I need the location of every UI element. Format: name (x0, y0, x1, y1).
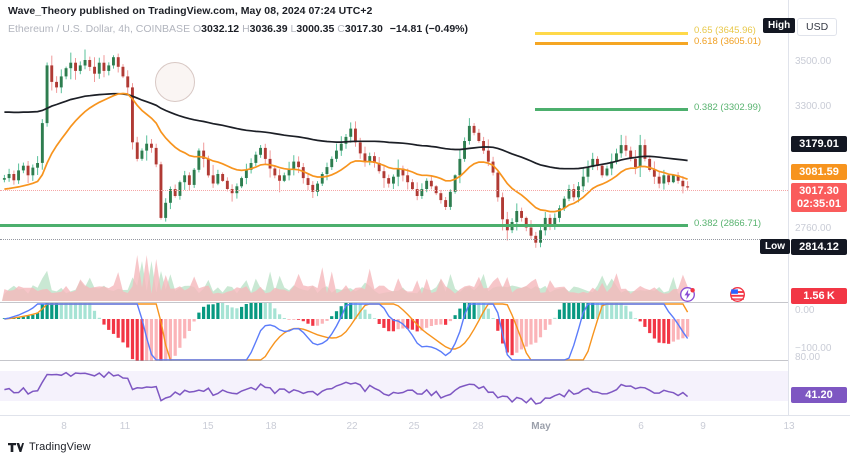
price-tick-5: 0.00 (795, 305, 815, 316)
fib-0618-line[interactable] (535, 42, 688, 45)
fib-065-line[interactable] (535, 32, 688, 35)
time-tick-6: 28 (472, 421, 484, 432)
fib-065-label: 0.65 (3645.96) (694, 25, 756, 36)
legend-open-label: O (193, 23, 202, 35)
macd-pane[interactable] (0, 303, 788, 361)
last-price-value: 3017.30 (799, 185, 839, 197)
legend-close-value: 3017.30 (344, 23, 383, 35)
time-axis[interactable]: 8 11 15 18 22 25 28 May 6 9 13 (0, 415, 850, 437)
macd-svg (2, 303, 690, 361)
last-price-badge: 3017.30 02:35:01 (791, 183, 847, 212)
low-tag: Low (760, 239, 790, 254)
volume-pane[interactable] (0, 255, 788, 303)
legend-low-value: 3000.35 (296, 23, 335, 35)
chart-legend: Ethereum / U.S. Dollar, 4h, COINBASE O30… (8, 22, 468, 36)
rsi-pane[interactable] (0, 361, 788, 415)
fib-0382-lower-label: 0.382 (2866.71) (694, 218, 762, 229)
tradingview-logo-icon (8, 442, 24, 452)
currency-selector[interactable]: USD (797, 18, 838, 36)
price-tick-0: 3500.00 (795, 56, 832, 67)
time-tick-1: 11 (119, 421, 131, 432)
fib-0382-lower-line[interactable] (0, 224, 688, 227)
fib-0618-label: 0.618 (3605.01) (694, 36, 762, 47)
price-tick-6: −100.00 (795, 343, 832, 354)
price-candles-svg (2, 49, 690, 248)
volume-pane-separator (0, 302, 788, 303)
legend-symbol[interactable]: Ethereum / U.S. Dollar, 4h, COINBASE (8, 23, 191, 35)
price-axis[interactable]: USD 3500.003300.002860.002760.002680.000… (788, 0, 850, 415)
time-tick-9: 9 (700, 421, 706, 432)
price-pane[interactable] (0, 16, 788, 255)
price-tick-7: 80.00 (795, 352, 821, 363)
price-tick-1: 3300.00 (795, 101, 832, 112)
time-tick-5: 25 (408, 421, 420, 432)
footer-branding: TradingView (8, 441, 91, 453)
macd-pane-separator (0, 360, 788, 361)
fib-0382-upper-label: 0.382 (3302.99) (694, 102, 762, 113)
rsi-value-badge: 41.20 (791, 387, 847, 403)
last-price-countdown: 02:35:01 (796, 197, 842, 210)
time-tick-7: May (531, 421, 551, 432)
tradingview-brand-text: TradingView (29, 441, 91, 453)
ma-orange-price-badge: 3081.59 (791, 164, 847, 180)
last-price-dotted-line (0, 190, 788, 191)
us-flag-badge-icon[interactable] (729, 286, 746, 303)
time-tick-8: 6 (638, 421, 644, 432)
time-tick-2: 15 (202, 421, 214, 432)
time-tick-10: 13 (783, 421, 795, 432)
time-tick-3: 18 (265, 421, 277, 432)
lightning-badge-icon[interactable] (679, 286, 696, 303)
ma-cross-circle-annotation (155, 62, 195, 102)
rsi-svg (0, 371, 788, 405)
ma-black-price-badge: 3179.01 (791, 136, 847, 152)
time-tick-0: 8 (61, 421, 67, 432)
legend-change: −14.81 (−0.49%) (389, 23, 468, 35)
volume-area-svg (2, 255, 690, 301)
low-dotted-line (0, 239, 788, 240)
price-tick-3: 2760.00 (795, 223, 832, 234)
legend-high-label: H (242, 23, 250, 35)
low-price-badge: 2814.12 (791, 239, 847, 255)
high-tag: High (763, 18, 796, 33)
attribution-text: Wave_Theory published on TradingView.com… (8, 5, 373, 17)
time-tick-4: 22 (346, 421, 358, 432)
legend-high-value: 3036.39 (249, 23, 288, 35)
fib-0382-upper-line[interactable] (535, 108, 688, 111)
volume-value-badge: 1.56 K (791, 288, 847, 304)
legend-low-label: L (290, 23, 297, 35)
legend-close-label: C (337, 23, 345, 35)
legend-open-value: 3032.12 (201, 23, 240, 35)
